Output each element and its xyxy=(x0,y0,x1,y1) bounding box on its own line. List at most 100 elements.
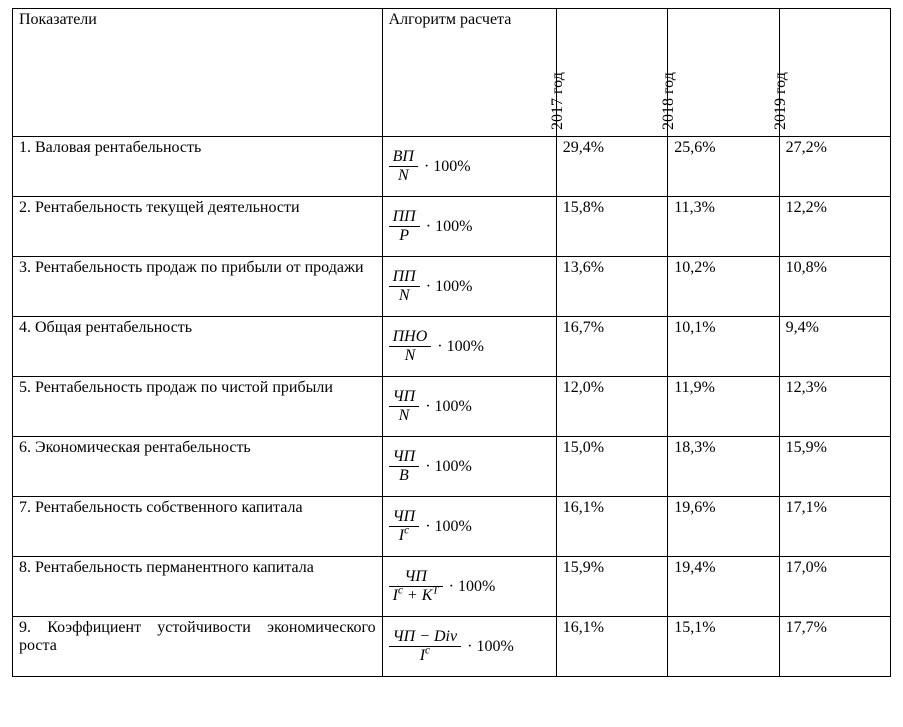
formula-cell: ЧП Ic + KT · 100% xyxy=(382,557,556,617)
denominator: B xyxy=(389,466,420,485)
col-header-2018: 2018 год xyxy=(668,9,779,137)
value-2018: 11,3% xyxy=(668,197,779,257)
value-2017: 12,0% xyxy=(556,377,667,437)
indicator-cell: 7. Рентабельность собственного капитала xyxy=(13,497,383,557)
formula-cell: ПП P · 100% xyxy=(382,197,556,257)
indicator-cell: 3. Рентабельность продаж по прибыли от п… xyxy=(13,257,383,317)
value-2019: 15,9% xyxy=(779,437,890,497)
indicator-cell: 2. Рентабельность текущей деятельности xyxy=(13,197,383,257)
value-2017: 15,9% xyxy=(556,557,667,617)
formula-tail: · 100% xyxy=(425,518,472,535)
value-2019: 9,4% xyxy=(779,317,890,377)
formula-tail: · 100% xyxy=(449,578,496,595)
value-2018: 15,1% xyxy=(668,617,779,677)
fraction: ЧП N xyxy=(389,388,420,426)
col-header-2017-label: 2017 год xyxy=(549,72,567,130)
numerator: ЧП − Div xyxy=(389,628,461,646)
indicator-cell: 9. Коэффициент устойчивости экономическо… xyxy=(13,617,383,677)
formula-cell: ПП N · 100% xyxy=(382,257,556,317)
fraction: ПП P xyxy=(389,208,420,246)
value-2018: 25,6% xyxy=(668,137,779,197)
value-2017: 16,1% xyxy=(556,497,667,557)
col-header-algorithm: Алгоритм расчета xyxy=(382,9,556,137)
formula-cell: ЧП − Div Ic · 100% xyxy=(382,617,556,677)
numerator: ПП xyxy=(389,208,420,226)
denominator: Ic xyxy=(389,526,420,545)
table-header-row: Показатели Алгоритм расчета 2017 год 201… xyxy=(13,9,891,137)
value-2017: 15,0% xyxy=(556,437,667,497)
profitability-table: Показатели Алгоритм расчета 2017 год 201… xyxy=(12,8,891,677)
table-row: 7. Рентабельность собственного капитала … xyxy=(13,497,891,557)
indicator-cell: 4. Общая рентабельность xyxy=(13,317,383,377)
table-row: 6. Экономическая рентабельность ЧП B · 1… xyxy=(13,437,891,497)
col-header-2019-label: 2019 год xyxy=(772,72,790,130)
value-2019: 17,1% xyxy=(779,497,890,557)
table-row: 1. Валовая рентабельность ВП N · 100% 29… xyxy=(13,137,891,197)
table-row: 3. Рентабельность продаж по прибыли от п… xyxy=(13,257,891,317)
fraction: ЧП − Div Ic xyxy=(389,628,461,666)
denominator: P xyxy=(389,226,420,245)
formula-tail: · 100% xyxy=(467,638,514,655)
value-2017: 16,1% xyxy=(556,617,667,677)
denominator: Ic xyxy=(389,646,461,665)
formula-cell: ЧП Ic · 100% xyxy=(382,497,556,557)
table-row: 2. Рентабельность текущей деятельности П… xyxy=(13,197,891,257)
fraction: ПП N xyxy=(389,268,420,306)
fraction: ПНО N xyxy=(389,328,432,366)
numerator: ЧП xyxy=(389,508,420,526)
formula-cell: ПНО N · 100% xyxy=(382,317,556,377)
value-2019: 17,0% xyxy=(779,557,890,617)
value-2018: 19,6% xyxy=(668,497,779,557)
value-2018: 10,2% xyxy=(668,257,779,317)
denominator: N xyxy=(389,166,418,185)
value-2017: 13,6% xyxy=(556,257,667,317)
table-row: 5. Рентабельность продаж по чистой прибы… xyxy=(13,377,891,437)
indicator-cell: 6. Экономическая рентабельность xyxy=(13,437,383,497)
denominator: N xyxy=(389,406,420,425)
denominator: N xyxy=(389,346,432,365)
formula-cell: ЧП N · 100% xyxy=(382,377,556,437)
numerator: ПП xyxy=(389,268,420,286)
denominator: Ic + KT xyxy=(389,586,443,605)
value-2019: 17,7% xyxy=(779,617,890,677)
formula-tail: · 100% xyxy=(426,218,473,235)
value-2019: 12,2% xyxy=(779,197,890,257)
fraction: ЧП B xyxy=(389,448,420,486)
col-header-2017: 2017 год xyxy=(556,9,667,137)
numerator: ЧП xyxy=(389,448,420,466)
indicator-cell: 5. Рентабельность продаж по чистой прибы… xyxy=(13,377,383,437)
formula-tail: · 100% xyxy=(425,458,472,475)
table-row: 4. Общая рентабельность ПНО N · 100% 16,… xyxy=(13,317,891,377)
table-row: 8. Рентабельность перманентного капитала… xyxy=(13,557,891,617)
fraction: ЧП Ic xyxy=(389,508,420,546)
formula-tail: · 100% xyxy=(425,398,472,415)
indicator-cell: 1. Валовая рентабельность xyxy=(13,137,383,197)
formula-tail: · 100% xyxy=(437,338,484,355)
value-2018: 11,9% xyxy=(668,377,779,437)
value-2019: 10,8% xyxy=(779,257,890,317)
col-header-2018-label: 2018 год xyxy=(660,72,678,130)
formula-tail: · 100% xyxy=(424,158,471,175)
fraction: ВП N xyxy=(389,148,418,186)
numerator: ВП xyxy=(389,148,418,166)
value-2018: 18,3% xyxy=(668,437,779,497)
numerator: ЧП xyxy=(389,568,443,586)
value-2017: 29,4% xyxy=(556,137,667,197)
formula-cell: ЧП B · 100% xyxy=(382,437,556,497)
indicator-cell: 8. Рентабельность перманентного капитала xyxy=(13,557,383,617)
table-row: 9. Коэффициент устойчивости экономическо… xyxy=(13,617,891,677)
formula-cell: ВП N · 100% xyxy=(382,137,556,197)
col-header-2019: 2019 год xyxy=(779,9,890,137)
numerator: ПНО xyxy=(389,328,432,346)
value-2018: 19,4% xyxy=(668,557,779,617)
denominator: N xyxy=(389,286,420,305)
numerator: ЧП xyxy=(389,388,420,406)
value-2019: 12,3% xyxy=(779,377,890,437)
value-2017: 16,7% xyxy=(556,317,667,377)
value-2017: 15,8% xyxy=(556,197,667,257)
value-2019: 27,2% xyxy=(779,137,890,197)
col-header-indicator: Показатели xyxy=(13,9,383,137)
fraction: ЧП Ic + KT xyxy=(389,568,443,606)
formula-tail: · 100% xyxy=(426,278,473,295)
value-2018: 10,1% xyxy=(668,317,779,377)
